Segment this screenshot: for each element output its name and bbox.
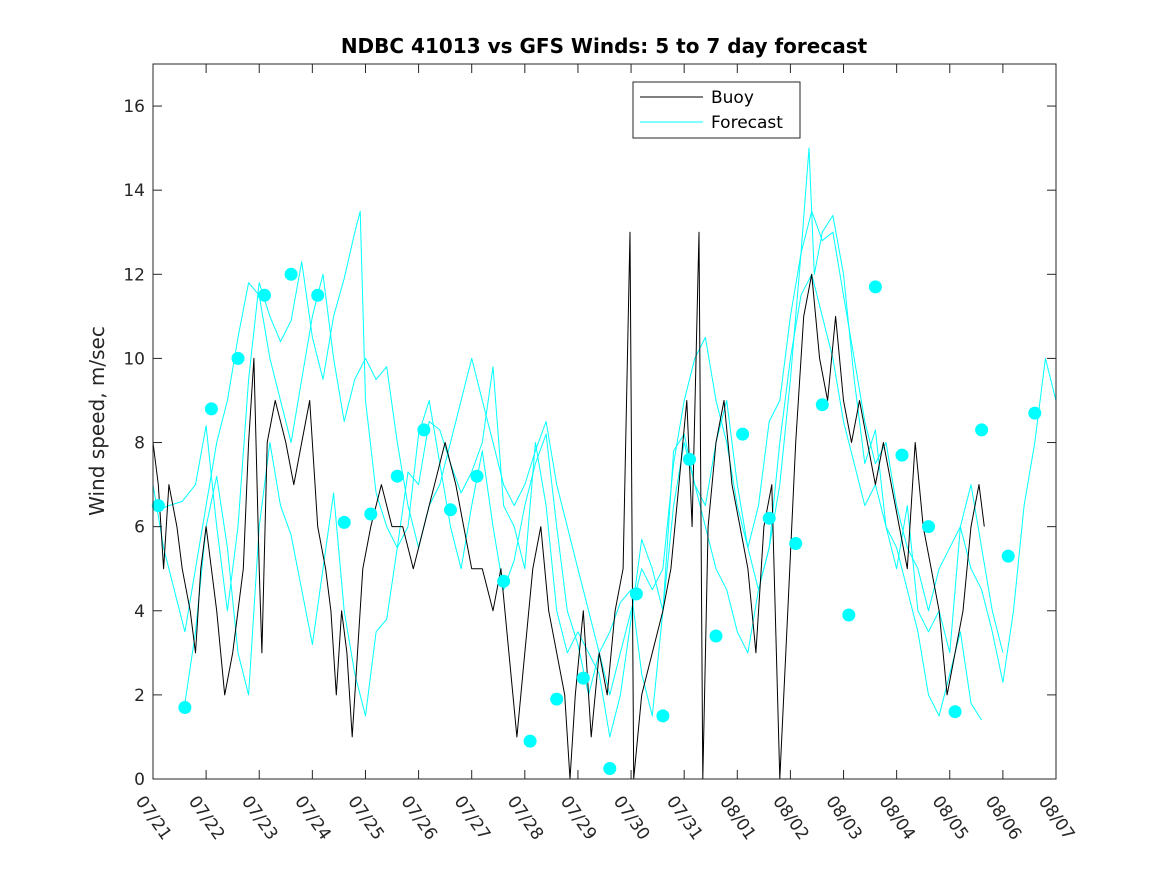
forecast-point	[1028, 406, 1042, 420]
forecast-point	[709, 629, 723, 643]
forecast-point	[789, 537, 803, 550]
forecast-point	[922, 520, 935, 534]
y-axis: 0 2 4 6 8 10 12 14 16	[123, 97, 1056, 790]
forecast-point	[1001, 549, 1015, 563]
forecast-point	[576, 671, 590, 685]
forecast-point	[550, 692, 564, 706]
forecast-point	[231, 351, 245, 365]
forecast-point	[523, 734, 537, 748]
x-tick-label: 07/31	[662, 792, 706, 844]
legend-box	[632, 81, 801, 139]
forecast-point	[895, 448, 909, 462]
plot-area	[153, 64, 1056, 779]
forecast-point	[603, 762, 617, 775]
x-tick-label: 07/28	[503, 792, 547, 844]
forecast-point	[151, 499, 165, 513]
x-tick-label: 08/01	[715, 792, 759, 844]
forecast-point	[656, 709, 670, 723]
y-tick-label: 10	[123, 349, 145, 369]
forecast-point	[258, 288, 271, 302]
forecast-point	[762, 511, 776, 525]
y-tick-label: 2	[134, 686, 145, 706]
x-tick-label: 07/24	[290, 792, 334, 844]
forecast-point	[815, 398, 829, 412]
y-tick-label: 14	[123, 181, 145, 201]
y-axis-label: Wind speed, m/sec	[85, 326, 109, 516]
chart-title: NDBC 41013 vs GFS Winds: 5 to 7 day fore…	[341, 34, 868, 58]
legend: Buoy Forecast	[632, 81, 801, 139]
forecast-point	[975, 423, 989, 437]
legend-label-forecast: Forecast	[711, 113, 783, 133]
forecast-series-line-1	[158, 147, 1004, 738]
x-tick-label: 08/02	[768, 792, 812, 844]
x-tick-label: 07/22	[184, 792, 228, 844]
forecast-point	[364, 507, 378, 521]
plot-frame	[152, 63, 1057, 780]
x-tick-label: 08/07	[1034, 792, 1078, 844]
scatter-layer	[151, 267, 1042, 775]
x-tick-label: 07/30	[609, 792, 653, 844]
x-tick-label: 07/23	[237, 792, 281, 844]
x-tick-label: 08/04	[875, 792, 919, 844]
buoy-series-line	[152, 231, 985, 780]
forecast-series-line-3	[152, 210, 1057, 696]
forecast-point	[736, 427, 750, 441]
y-tick-label: 4	[134, 602, 145, 622]
y-tick-label: 6	[134, 518, 145, 538]
x-tick-label: 07/25	[343, 792, 387, 844]
x-tick-label: 08/06	[981, 792, 1025, 844]
forecast-point	[948, 705, 962, 719]
y-tick-label: 12	[123, 265, 145, 285]
y-tick-label: 0	[134, 770, 145, 790]
forecast-point	[284, 267, 298, 281]
forecast-point	[497, 574, 511, 588]
forecast-point	[683, 452, 696, 466]
x-tick-label: 07/27	[450, 792, 494, 844]
x-tick-label: 08/05	[928, 792, 972, 844]
forecast-point	[390, 469, 404, 483]
forecast-point	[337, 515, 351, 529]
forecast-point	[178, 701, 192, 714]
legend-label-buoy: Buoy	[711, 88, 754, 108]
forecast-point	[470, 469, 484, 483]
forecast-series-line-2	[184, 273, 983, 721]
x-tick-label: 07/26	[396, 792, 440, 844]
y-tick-label: 16	[123, 97, 145, 117]
forecast-point	[204, 402, 218, 416]
forecast-point	[311, 288, 325, 302]
forecast-point	[842, 608, 856, 622]
series-layer	[152, 147, 1057, 780]
forecast-point	[444, 503, 457, 517]
forecast-point	[629, 587, 643, 601]
y-tick-label: 8	[134, 434, 145, 454]
x-tick-label: 07/29	[556, 792, 600, 844]
x-tick-label: 07/21	[131, 792, 175, 844]
x-tick-label: 08/03	[821, 792, 865, 844]
forecast-point	[417, 423, 431, 437]
forecast-point	[868, 280, 882, 294]
